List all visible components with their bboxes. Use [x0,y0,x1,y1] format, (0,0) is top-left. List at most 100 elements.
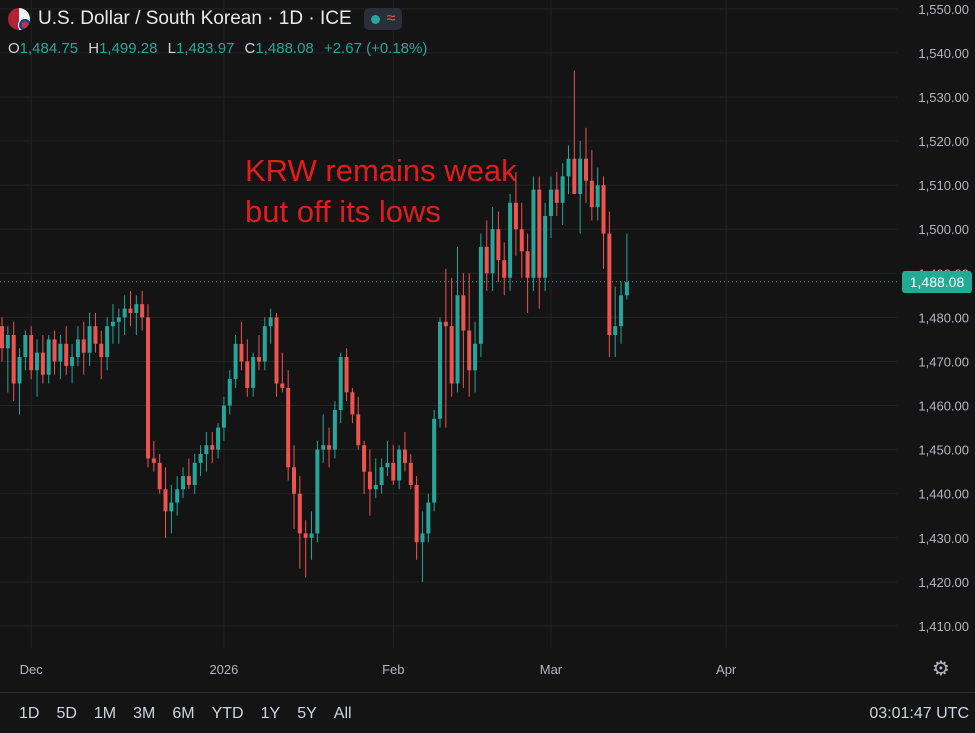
candle-body [432,418,437,503]
candle-body [367,471,372,490]
candle-body [402,449,407,463]
candle [461,273,466,388]
price-chart[interactable]: 1,550.00 1,540.00 1,530.00 1,520.00 1,510.00… [0,0,975,692]
candle [17,348,22,415]
candle [64,326,69,375]
candle [379,458,384,494]
candle-body [52,339,57,362]
range-1y-button[interactable]: 1Y [260,705,281,722]
range-5d-button[interactable]: 5D [56,705,77,722]
candle-body [181,476,186,490]
candle [157,454,162,494]
candle-body [87,326,92,353]
range-6m-button[interactable]: 6M [172,705,195,722]
chart-header: U.S. Dollar / South Korean · 1D · ICE ≈ [8,8,403,30]
candle [537,176,542,309]
candle-body [204,445,209,455]
candle-body [280,383,285,388]
candle [239,321,244,371]
candle-body [221,405,226,428]
gear-icon[interactable]: ⚙ [932,658,950,680]
range-all-button[interactable]: All [333,705,352,722]
candle-body [309,533,314,538]
candle-body [286,387,291,468]
candle-body [315,449,320,534]
grid [0,0,897,648]
candle-body [110,321,115,327]
y-tick-label: 1,440.00 [918,487,969,502]
candle [175,476,180,516]
candle [362,440,367,494]
candle-body [408,462,413,485]
candle-body [508,202,513,278]
candle [35,339,40,397]
y-tick-label: 1,510.00 [918,178,969,193]
candle-body [5,335,10,349]
wave-icon: ≈ [386,10,396,27]
candle-body [251,357,256,388]
candle [0,317,4,362]
utc-clock[interactable]: 03:01:47 UTC [869,705,969,722]
market-status[interactable]: ≈ [363,8,403,30]
candle-body [350,392,355,415]
candle-body [239,343,244,362]
candle-body [589,180,594,208]
candle [344,348,349,402]
candle [513,171,518,256]
candle-body [601,185,606,234]
candle [519,202,524,278]
candle-body [560,176,565,203]
candle-body [379,467,384,485]
candle-body [157,462,162,490]
candle-body [116,317,121,322]
candle [554,171,559,216]
candle [122,295,127,336]
candle [93,312,98,353]
candle [356,396,361,450]
range-1m-button[interactable]: 1M [93,705,117,722]
candle [29,326,34,380]
range-3m-button[interactable]: 3M [133,705,156,722]
candle [367,449,372,516]
candle-body [192,462,197,485]
chart-annotation: KRW remains weak but off its lows [245,153,517,229]
candle-body [455,295,460,384]
symbol-title[interactable]: U.S. Dollar / South Korean · 1D · ICE [38,8,352,29]
candle [128,290,133,327]
candle-body [29,335,34,371]
candle [204,432,209,472]
y-tick-label: 1,530.00 [918,90,969,105]
candle-body [332,409,337,450]
range-1d-button[interactable]: 1D [19,705,40,722]
candle [408,454,413,490]
candle [543,202,548,291]
candle [169,484,174,534]
candle-body [572,158,577,194]
y-tick-label: 1,540.00 [918,46,969,61]
range-5y-button[interactable]: 5Y [297,705,317,722]
candle-body [262,326,267,362]
candle-body [373,484,378,490]
candle-body [64,343,69,366]
candle [268,308,273,344]
candle [245,339,250,397]
candle-body [256,357,261,362]
open-key: O [8,40,20,57]
candle-body [537,189,542,278]
candle-body [99,343,104,358]
candle [473,321,478,393]
candle [490,207,495,291]
range-ytd-button[interactable]: YTD [211,705,244,722]
candle [146,304,150,468]
candle-body [303,533,308,538]
candle [70,343,75,384]
candle-body [438,321,442,419]
candle [151,440,156,472]
bottom-toolbar: 1D 5D 1M 3M 6M YTD 1Y 5Y All 03:01:47 UT… [0,692,975,733]
candle [619,282,624,344]
current-price-badge: 1,488.08 [902,270,972,293]
x-tick-label: Mar [540,662,563,677]
candle [350,387,355,424]
candle [23,330,28,371]
candle [105,317,110,371]
